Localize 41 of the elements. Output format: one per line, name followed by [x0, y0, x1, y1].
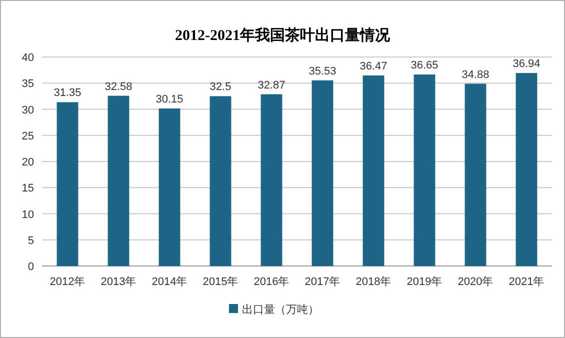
bar	[414, 74, 436, 266]
x-tick-label: 2019年	[406, 276, 442, 288]
x-tick-label: 2017年	[304, 276, 340, 288]
x-tick-label: 2021年	[508, 276, 544, 288]
bar	[362, 75, 384, 266]
data-label: 36.47	[360, 60, 388, 72]
data-label: 32.87	[258, 79, 286, 92]
chart-title: 2012-2021年我国茶叶出口量情况	[175, 27, 391, 44]
y-tick-label: 15	[22, 182, 34, 195]
y-tick-label: 40	[22, 52, 34, 64]
x-tick-label: 2020年	[458, 276, 494, 288]
y-tick-label: 20	[22, 156, 34, 168]
y-tick-label: 35	[22, 78, 34, 90]
x-tick-label: 2012年	[50, 276, 86, 288]
bar	[210, 96, 232, 266]
data-label: 32.5	[210, 81, 232, 94]
x-tick-label: 2015年	[202, 276, 238, 288]
x-tick-label: 2013年	[100, 276, 136, 288]
bar	[56, 102, 78, 266]
legend-label: 出口量（万吨）	[242, 303, 319, 316]
bar	[312, 80, 334, 266]
x-tick-label: 2014年	[152, 276, 188, 288]
bar	[260, 94, 282, 266]
data-label: 36.94	[512, 58, 540, 70]
y-tick-label: 5	[28, 234, 34, 247]
y-tick-label: 10	[22, 208, 34, 221]
data-label: 32.58	[104, 80, 132, 93]
bar	[516, 72, 538, 266]
data-label: 34.88	[462, 68, 490, 81]
data-label: 31.35	[54, 87, 82, 100]
x-tick-label: 2016年	[254, 276, 290, 288]
x-tick-label: 2018年	[356, 276, 392, 288]
data-label: 35.53	[308, 65, 336, 78]
bar	[108, 96, 130, 266]
y-tick-label: 30	[22, 104, 34, 116]
y-tick-label: 25	[22, 130, 34, 142]
data-label: 30.15	[156, 93, 184, 106]
y-tick-label: 0	[28, 261, 34, 273]
bar	[464, 84, 486, 266]
data-label: 36.65	[410, 60, 438, 72]
bar	[158, 108, 180, 266]
